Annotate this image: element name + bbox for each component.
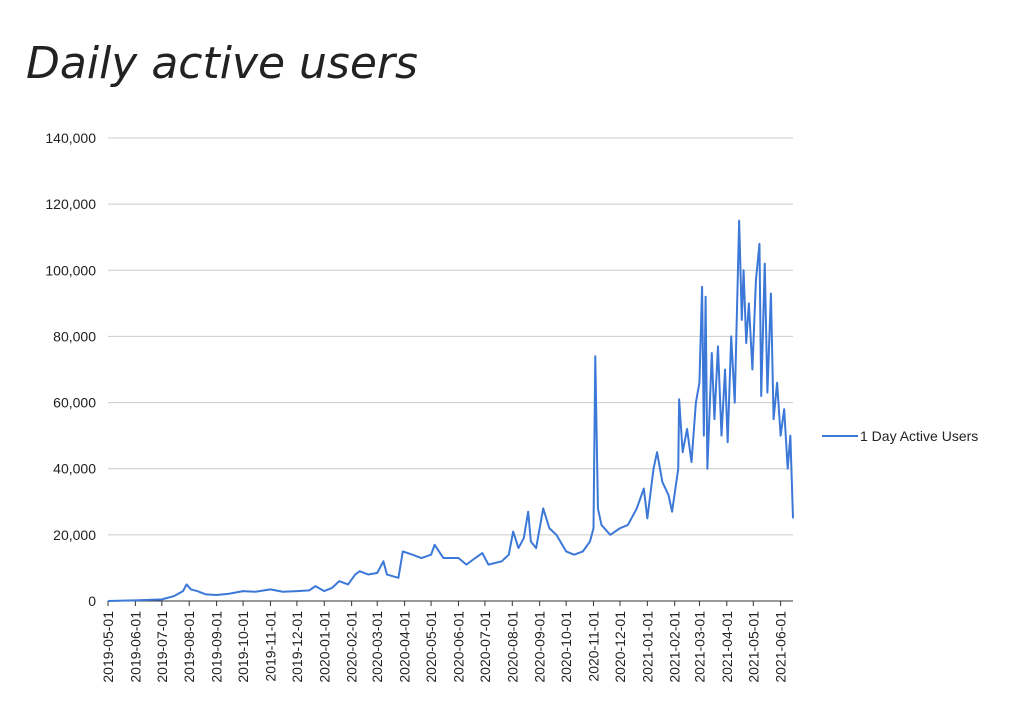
x-tick-label: 2019-11-01 xyxy=(262,611,278,682)
x-tick-label: 2019-10-01 xyxy=(235,611,251,683)
x-tick-label: 2020-04-01 xyxy=(397,611,413,683)
x-tick-label: 2021-03-01 xyxy=(691,611,707,683)
x-tick-label: 2020-03-01 xyxy=(369,611,385,683)
y-tick-label: 80,000 xyxy=(53,328,96,344)
y-tick-label: 20,000 xyxy=(53,527,96,543)
x-tick-label: 2019-06-01 xyxy=(127,611,143,683)
y-tick-label: 0 xyxy=(88,593,96,609)
x-tick-label: 2019-07-01 xyxy=(154,611,170,683)
y-tick-label: 140,000 xyxy=(45,130,96,146)
x-tick-label: 2020-05-01 xyxy=(423,611,439,683)
x-tick-label: 2020-01-01 xyxy=(316,611,332,683)
y-tick-label: 40,000 xyxy=(53,461,96,477)
x-tick-label: 2020-10-01 xyxy=(558,611,574,683)
legend-label: 1 Day Active Users xyxy=(860,428,978,444)
x-tick-label: 2021-01-01 xyxy=(639,611,655,683)
x-tick-label: 2019-08-01 xyxy=(181,611,197,683)
x-tick-label: 2021-05-01 xyxy=(745,611,761,683)
x-tick-label: 2019-09-01 xyxy=(209,611,225,683)
chart-title: Daily active users xyxy=(26,38,418,89)
x-tick-label: 2020-02-01 xyxy=(344,611,360,683)
x-tick-label: 2020-08-01 xyxy=(504,611,520,683)
x-tick-label: 2021-02-01 xyxy=(667,611,683,683)
data-line xyxy=(107,219,794,602)
y-tick-label: 60,000 xyxy=(53,395,96,411)
x-tick-label: 2020-09-01 xyxy=(532,611,548,683)
x-tick-label: 2019-12-01 xyxy=(289,611,305,683)
x-tick-label: 2020-12-01 xyxy=(612,611,628,683)
x-tick-label: 2020-06-01 xyxy=(450,611,466,683)
x-tick-label: 2019-05-01 xyxy=(100,611,116,683)
x-tick-label: 2020-07-01 xyxy=(477,611,493,683)
x-tick-label: 2021-06-01 xyxy=(773,611,789,683)
x-tick-label: 2021-04-01 xyxy=(719,611,735,683)
x-tick-label: 2020-11-01 xyxy=(586,611,602,682)
y-tick-label: 120,000 xyxy=(45,196,96,212)
y-tick-label: 100,000 xyxy=(45,262,96,278)
